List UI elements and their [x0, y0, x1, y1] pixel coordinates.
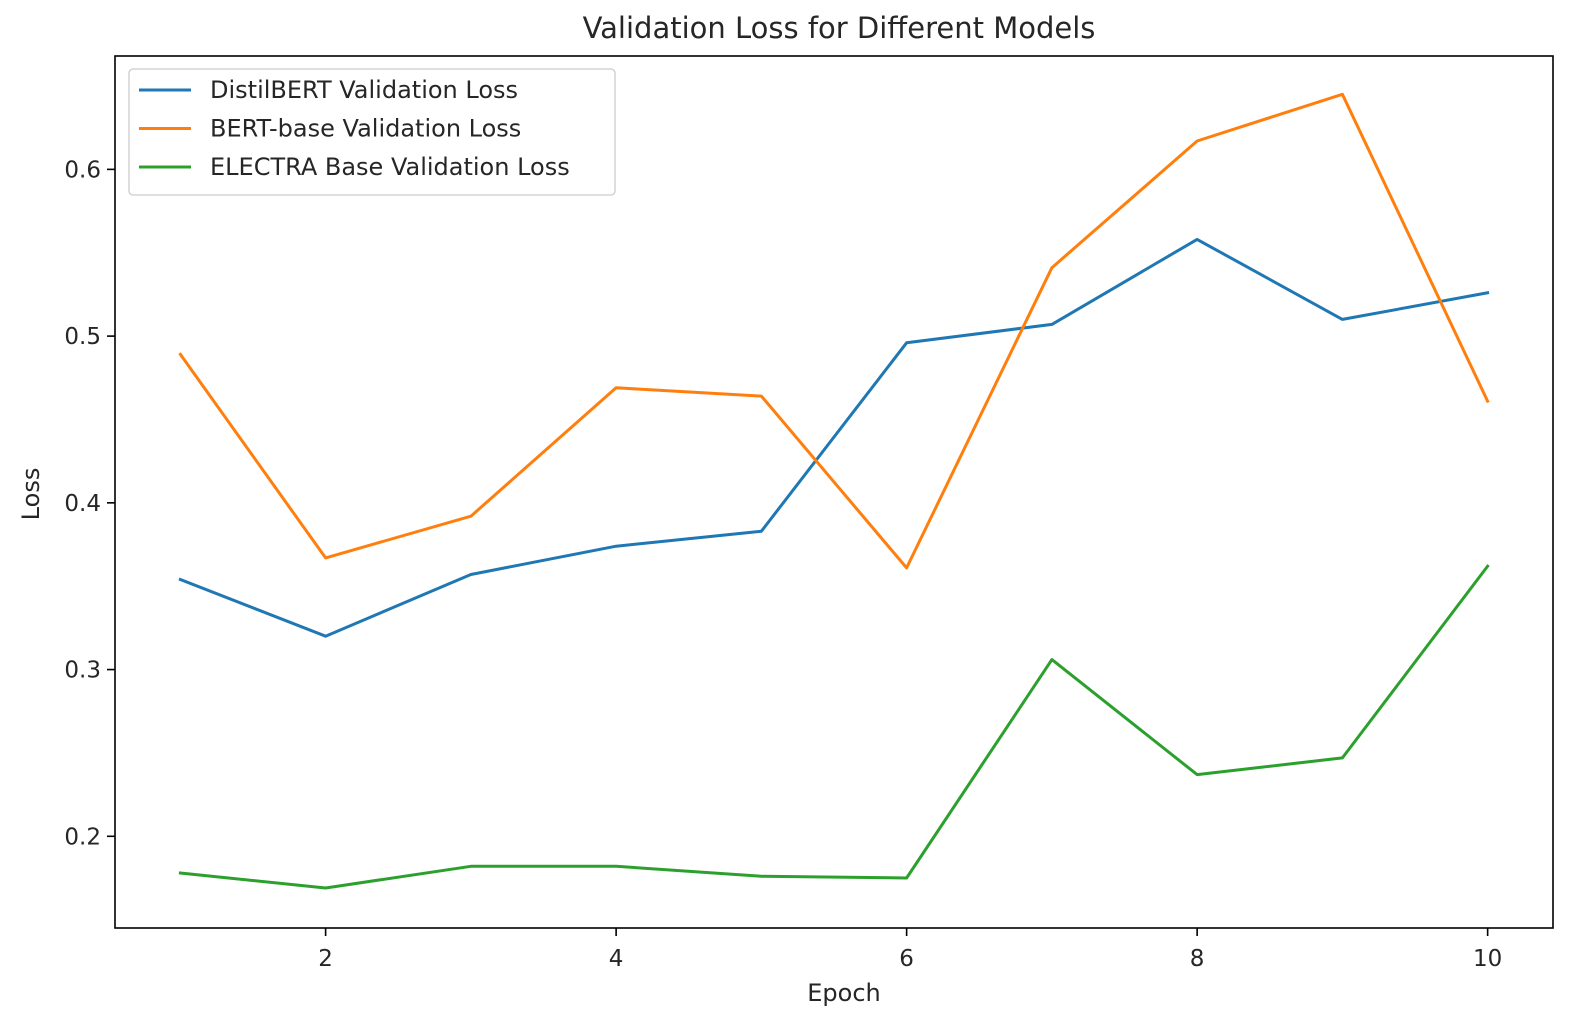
legend: DistilBERT Validation Loss BERT-base Vali…	[128, 68, 616, 196]
y-tick-label: 0.4	[64, 491, 101, 517]
legend-label-0: DistilBERT Validation Loss	[210, 76, 518, 104]
chart-title: Validation Loss for Different Models	[583, 11, 1096, 45]
y-tick-label: 0.5	[64, 324, 101, 350]
legend-label-1: BERT-base Validation Loss	[210, 115, 521, 143]
x-tick-label: 6	[899, 946, 914, 972]
y-axis-label: Loss	[17, 468, 45, 521]
plot-frame	[114, 55, 1554, 929]
series-line-0	[178, 237, 1490, 638]
y-tick-label: 0.3	[64, 658, 101, 684]
y-tick-label: 0.2	[64, 824, 101, 850]
legend-label-2: ELECTRA Base Validation Loss	[210, 153, 570, 181]
x-tick-label: 8	[1190, 946, 1205, 972]
plot-area	[114, 55, 1554, 929]
legend-frame	[128, 68, 616, 196]
series-line-1	[178, 92, 1490, 570]
x-axis: 2 4 6 8 10	[318, 928, 1502, 972]
series-layer	[178, 92, 1490, 890]
x-axis-label: Epoch	[807, 979, 881, 1007]
x-tick-label: 2	[318, 946, 333, 972]
series-line-2	[178, 564, 1490, 890]
y-tick-label: 0.6	[64, 157, 101, 183]
x-tick-label: 10	[1473, 946, 1502, 972]
x-tick-label: 4	[609, 946, 624, 972]
y-axis: 0.2 0.3 0.4 0.5 0.6	[64, 157, 115, 850]
